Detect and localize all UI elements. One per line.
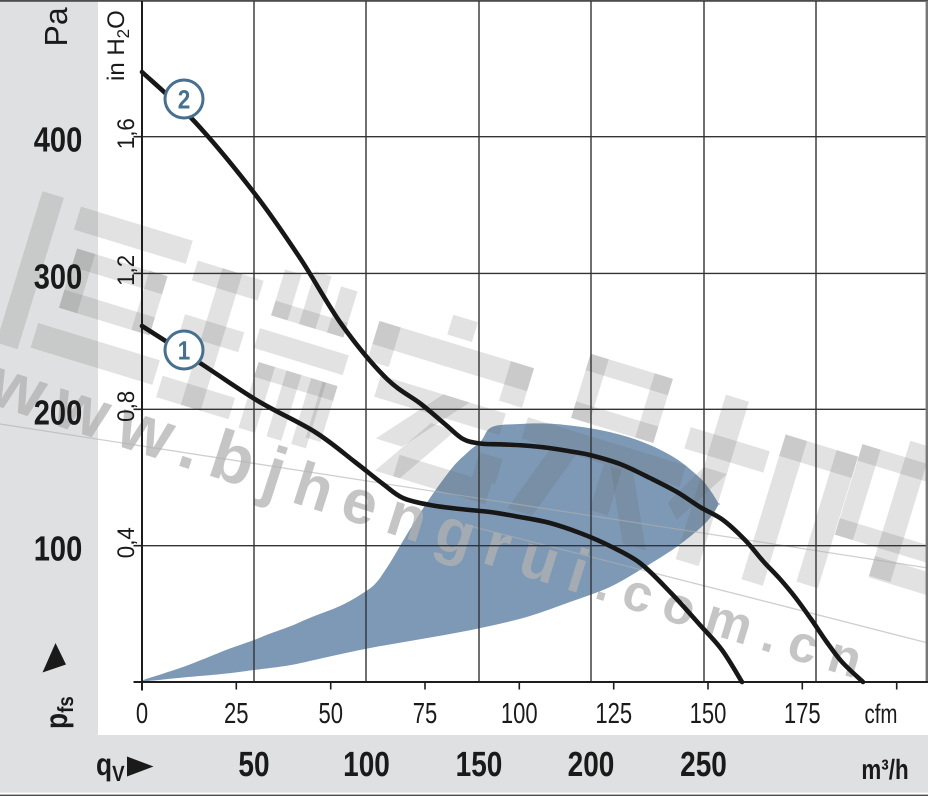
svg-text:200: 200 (34, 393, 82, 432)
svg-text:cfm: cfm (864, 699, 897, 729)
svg-text:in H2O: in H2O (103, 10, 133, 81)
svg-text:1,6: 1,6 (113, 118, 140, 149)
svg-text:150: 150 (690, 698, 727, 730)
svg-text:2: 2 (178, 85, 191, 115)
svg-text:300: 300 (34, 257, 82, 296)
svg-text:25: 25 (224, 698, 249, 730)
svg-text:200: 200 (568, 745, 615, 784)
svg-text:100: 100 (343, 745, 390, 784)
svg-text:175: 175 (784, 698, 821, 730)
svg-text:250: 250 (680, 745, 727, 784)
svg-text:0: 0 (136, 698, 148, 730)
svg-text:50: 50 (318, 698, 343, 730)
svg-text:0,8: 0,8 (113, 391, 140, 422)
svg-text:400: 400 (34, 121, 82, 160)
svg-text:125: 125 (595, 698, 632, 730)
svg-text:m³/h: m³/h (861, 754, 908, 785)
svg-text:1: 1 (178, 336, 191, 366)
svg-text:50: 50 (238, 745, 269, 784)
svg-text:150: 150 (456, 745, 503, 784)
svg-text:Pa: Pa (38, 7, 74, 46)
svg-text:0,4: 0,4 (113, 527, 140, 558)
svg-text:75: 75 (413, 698, 438, 730)
svg-text:1,2: 1,2 (113, 255, 140, 286)
svg-text:100: 100 (501, 698, 538, 730)
svg-text:100: 100 (34, 530, 82, 569)
